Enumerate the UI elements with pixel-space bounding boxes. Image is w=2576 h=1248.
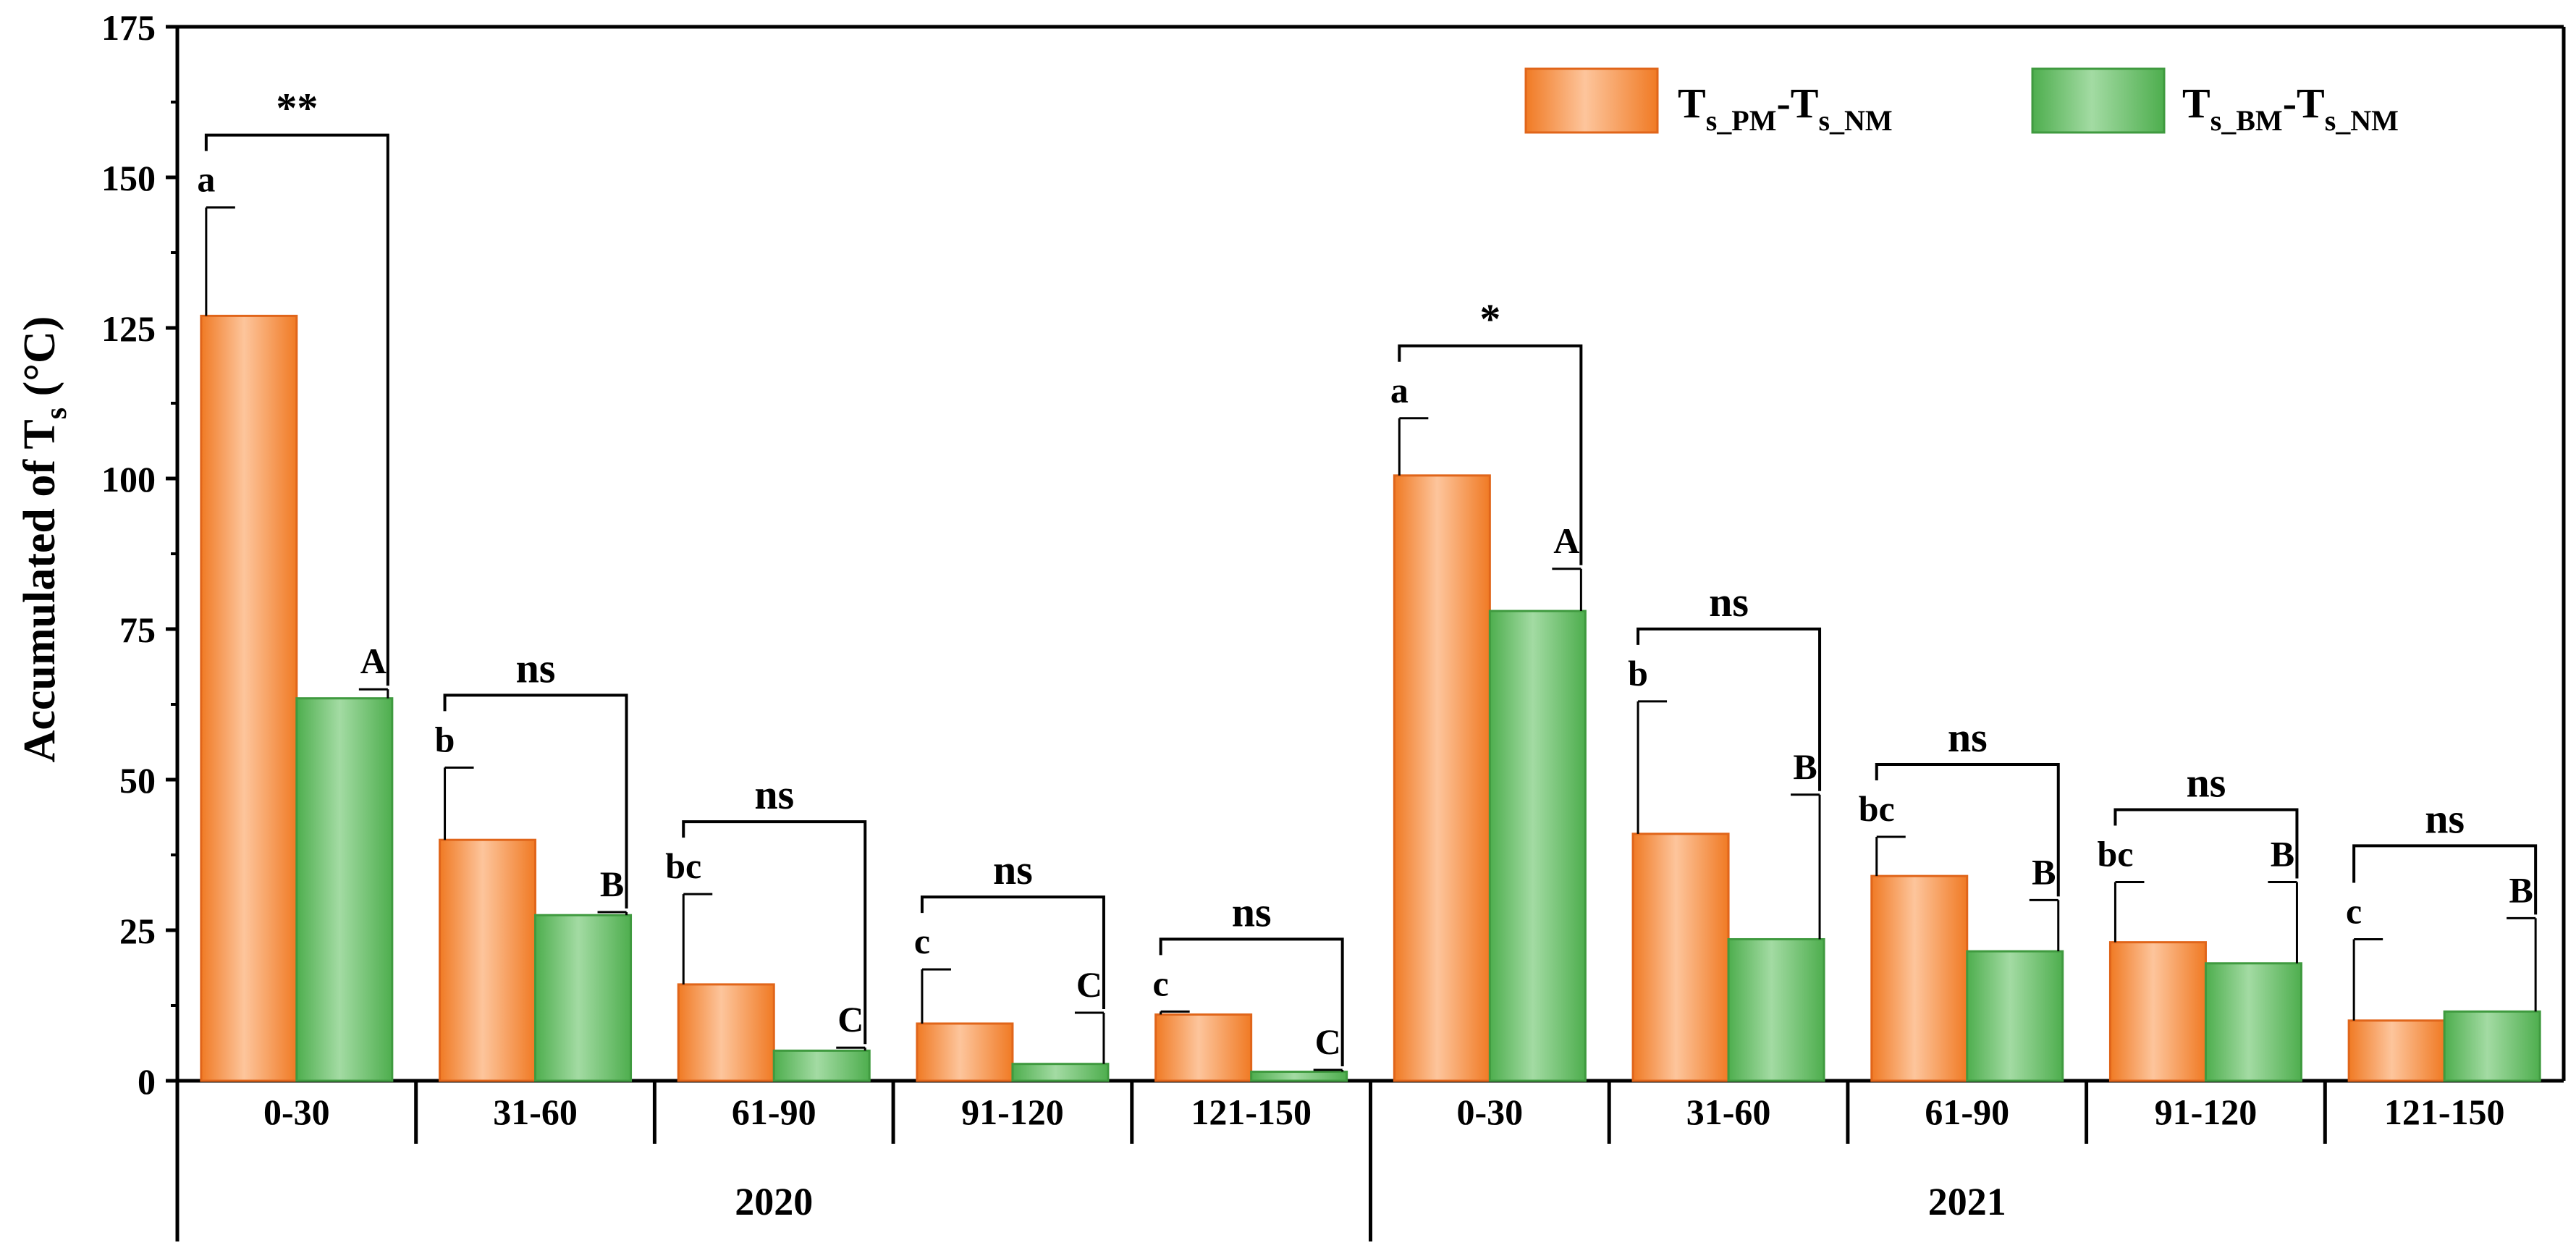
significance-letter-pm: bc xyxy=(665,846,701,886)
bar-bm xyxy=(1966,950,2064,1082)
significance-bracket xyxy=(2352,844,2538,915)
bar-pm xyxy=(916,1022,1014,1082)
significance-bracket xyxy=(1398,344,1583,565)
legend: Ts_PM-Ts_NM Ts_BM-Ts_NM xyxy=(1524,67,2399,137)
bar-pm xyxy=(677,983,775,1082)
significance-letter-bm: B xyxy=(1793,746,1817,787)
x-category-label: 121-150 xyxy=(2384,1092,2505,1132)
significance-letter-bm: B xyxy=(2509,869,2533,910)
legend-label-bm: Ts_BM-Ts_NM xyxy=(2182,80,2399,137)
legend-swatch-pm xyxy=(1524,67,1659,134)
y-tick-label: 50 xyxy=(119,760,156,801)
significance-marker: ns xyxy=(1232,888,1272,935)
x-category-label: 31-60 xyxy=(493,1092,578,1132)
bar-bm xyxy=(772,1049,871,1082)
significance-letter-bm: B xyxy=(600,864,624,904)
bar-pm xyxy=(2108,941,2207,1082)
y-tick-label: 175 xyxy=(101,7,156,48)
significance-letter-pm: bc xyxy=(1859,788,1895,829)
significance-letter-pm: c xyxy=(914,921,930,961)
significance-letter-pm: b xyxy=(1628,653,1648,693)
bar-bm xyxy=(1488,610,1587,1082)
significance-letter-bm: C xyxy=(1315,1021,1341,1062)
significance-bracket xyxy=(2113,808,2299,879)
x-category-label: 61-90 xyxy=(732,1092,816,1132)
x-category-label: 91-120 xyxy=(961,1092,1064,1132)
significance-marker: * xyxy=(1479,295,1500,342)
y-tick-label: 25 xyxy=(119,911,156,951)
x-category-label: 91-120 xyxy=(2155,1092,2258,1132)
bar-pm xyxy=(1393,474,1491,1082)
bar-bm xyxy=(2204,962,2302,1082)
x-category-label: 31-60 xyxy=(1686,1092,1771,1132)
bar-pm xyxy=(1870,874,1969,1082)
bar-pm xyxy=(1154,1013,1253,1082)
bar-bm xyxy=(1727,937,1825,1082)
significance-letter-pm: c xyxy=(1153,963,1169,1003)
bar-pm xyxy=(1631,832,1730,1082)
y-tick-label: 150 xyxy=(101,158,156,198)
y-tick-label: 0 xyxy=(138,1061,156,1102)
significance-bracket xyxy=(1875,763,2060,897)
legend-item-bm: Ts_BM-Ts_NM xyxy=(2031,67,2399,137)
y-tick-label: 75 xyxy=(119,610,156,650)
significance-bracket xyxy=(920,895,1105,1009)
significance-marker: ns xyxy=(2187,759,2226,806)
bar-bm xyxy=(2443,1010,2541,1082)
significance-bracket xyxy=(1159,937,1344,1067)
significance-bracket xyxy=(682,820,867,1045)
significance-marker: ns xyxy=(1709,578,1749,625)
significance-letter-bm: C xyxy=(1076,964,1102,1005)
significance-bracket xyxy=(443,693,628,909)
significance-letter-pm: b xyxy=(435,719,455,759)
significance-letter-pm: a xyxy=(197,159,215,200)
significance-marker: ns xyxy=(2425,795,2465,842)
x-category-label: 0-30 xyxy=(1457,1092,1524,1132)
plot-area: 0 25 50 75 100 125 150 175 0-30 a A ** 31-60 b Bns 61-9… xyxy=(101,7,2566,1241)
significance-marker: ns xyxy=(754,771,794,818)
x-category-label: 121-150 xyxy=(1191,1092,1312,1132)
x-category-label: 61-90 xyxy=(1925,1092,2009,1132)
x-group-label: 2021 xyxy=(1928,1180,2006,1223)
x-group-label: 2020 xyxy=(735,1180,813,1223)
legend-swatch-bm xyxy=(2031,67,2166,134)
significance-letter-pm: c xyxy=(2346,890,2362,931)
bar-bm xyxy=(1011,1063,1110,1082)
significance-bracket xyxy=(204,133,389,686)
significance-letter-bm: C xyxy=(837,999,863,1040)
bar-pm xyxy=(439,838,537,1082)
significance-letter-bm: B xyxy=(2271,833,2294,874)
significance-letter-bm: B xyxy=(2032,851,2056,892)
significance-letter-bm: A xyxy=(360,641,387,681)
bar-bm xyxy=(295,697,394,1082)
y-axis-label: Accumulated of Ts (°C) xyxy=(15,316,73,763)
bar-pm xyxy=(2347,1019,2446,1082)
bar-bm xyxy=(534,914,633,1082)
y-tick-label: 125 xyxy=(101,308,156,349)
significance-letter-pm: bc xyxy=(2097,833,2133,874)
significance-letter-bm: A xyxy=(1553,520,1579,561)
bar-bm xyxy=(1250,1071,1348,1082)
significance-marker: ns xyxy=(516,644,556,691)
legend-label-pm: Ts_PM-Ts_NM xyxy=(1678,80,1893,137)
significance-marker: ns xyxy=(1948,714,1988,761)
x-category-label: 0-30 xyxy=(263,1092,330,1132)
significance-marker: ** xyxy=(276,85,318,132)
bar-pm xyxy=(200,314,298,1082)
significance-bracket xyxy=(1637,627,1822,791)
significance-marker: ns xyxy=(993,846,1033,893)
y-tick-label: 100 xyxy=(101,459,156,499)
significance-letter-pm: a xyxy=(1390,370,1409,410)
legend-item-pm: Ts_PM-Ts_NM xyxy=(1524,67,1893,137)
